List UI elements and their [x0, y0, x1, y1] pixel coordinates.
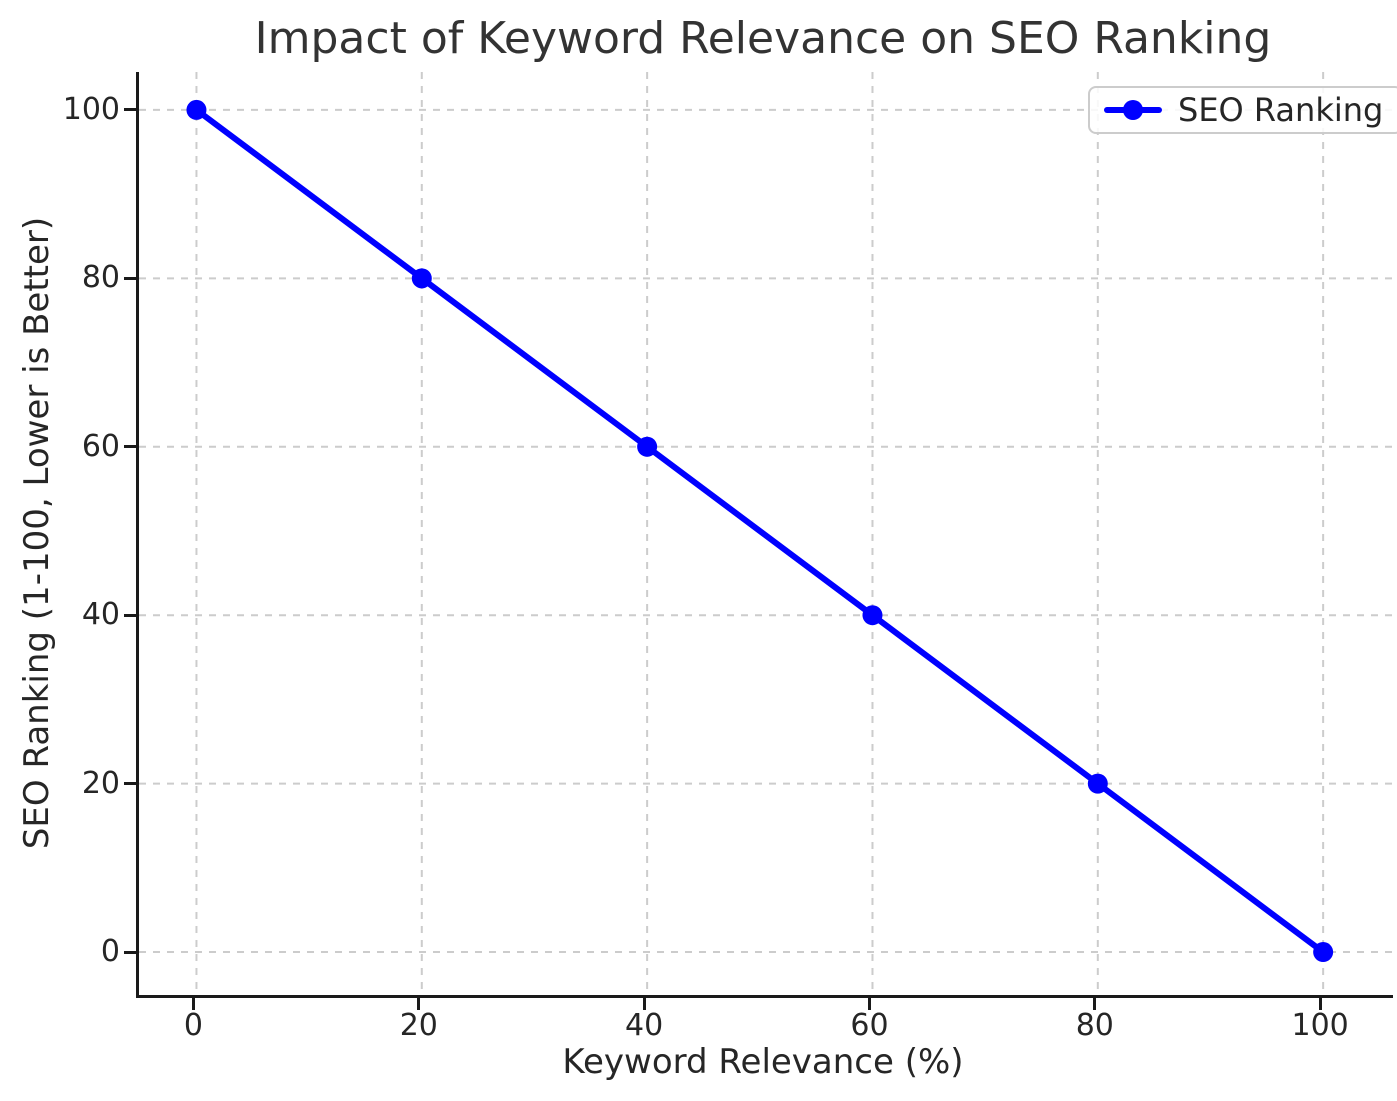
data-point — [1313, 942, 1334, 963]
plot-canvas — [139, 72, 1393, 995]
y-tick-mark — [124, 613, 136, 617]
data-point — [186, 99, 207, 120]
y-tick-label: 100 — [62, 91, 120, 127]
y-tick-mark — [124, 950, 136, 954]
x-tick-mark — [1318, 998, 1322, 1010]
x-tick-mark — [867, 998, 871, 1010]
y-tick-label: 40 — [81, 597, 120, 633]
x-tick-label: 20 — [399, 1008, 438, 1043]
y-axis-label: SEO Ranking (1-100, Lower is Better) — [17, 216, 57, 850]
y-tick-label: 20 — [81, 765, 120, 801]
data-point — [637, 436, 658, 457]
y-tick-mark — [124, 276, 136, 280]
x-axis-label: Keyword Relevance (%) — [562, 1042, 964, 1082]
x-tick-label: 80 — [1075, 1008, 1114, 1043]
y-tick-mark — [124, 782, 136, 786]
data-point — [411, 268, 432, 289]
data-point — [1087, 773, 1108, 794]
x-tick-label: 100 — [1291, 1008, 1349, 1043]
plot-area — [136, 72, 1393, 998]
y-tick-label: 0 — [100, 934, 120, 970]
x-tick-mark — [191, 998, 195, 1010]
series-line — [193, 106, 1327, 956]
legend-line-marker-icon — [1104, 99, 1162, 121]
y-tick-mark — [124, 445, 136, 449]
x-tick-label: 0 — [183, 1008, 203, 1043]
x-tick-mark — [1093, 998, 1097, 1010]
x-tick-label: 60 — [850, 1008, 889, 1043]
y-tick-label: 80 — [81, 260, 120, 296]
chart-title: Impact of Keyword Relevance on SEO Ranki… — [254, 13, 1272, 64]
x-tick-mark — [642, 998, 646, 1010]
legend: SEO Ranking — [1088, 86, 1397, 134]
data-point — [862, 605, 883, 626]
y-tick-label: 60 — [81, 428, 120, 464]
y-tick-mark — [124, 108, 136, 112]
legend-entry-label: SEO Ranking — [1178, 91, 1384, 129]
x-tick-mark — [417, 998, 421, 1010]
x-tick-label: 40 — [625, 1008, 664, 1043]
